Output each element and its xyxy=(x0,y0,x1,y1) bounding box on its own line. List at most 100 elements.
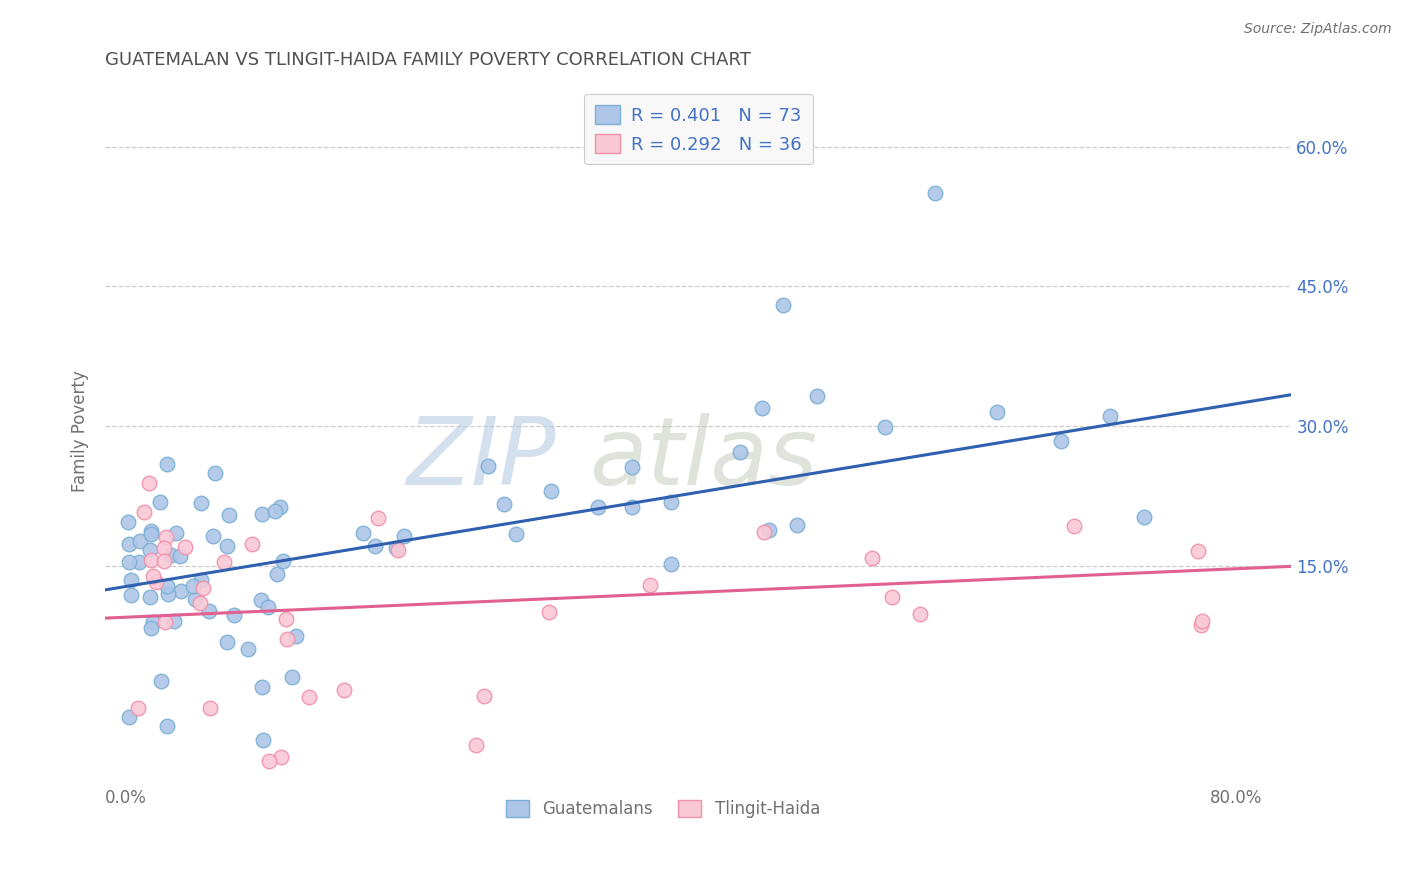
Point xyxy=(190,573,212,587)
Point xyxy=(190,496,212,510)
Point xyxy=(222,608,245,623)
Point xyxy=(540,484,562,499)
Text: Source: ZipAtlas.com: Source: ZipAtlas.com xyxy=(1244,22,1392,37)
Point xyxy=(139,553,162,567)
Point xyxy=(204,466,226,480)
Point xyxy=(212,555,235,569)
Point xyxy=(464,738,486,752)
Point xyxy=(120,573,142,587)
Point xyxy=(880,590,903,604)
Point xyxy=(188,596,211,610)
Point xyxy=(142,615,165,629)
Point xyxy=(298,690,321,704)
Point xyxy=(150,673,173,688)
Point xyxy=(274,612,297,626)
Point xyxy=(145,574,167,589)
Point xyxy=(367,511,389,525)
Point xyxy=(163,615,186,629)
Point xyxy=(139,526,162,541)
Point xyxy=(264,504,287,518)
Point xyxy=(129,534,152,549)
Point xyxy=(184,592,207,607)
Point xyxy=(165,526,187,541)
Point xyxy=(1187,544,1209,558)
Point xyxy=(986,405,1008,419)
Point xyxy=(181,579,204,593)
Point xyxy=(754,524,776,539)
Point xyxy=(269,500,291,515)
Point xyxy=(118,555,141,569)
Point xyxy=(142,569,165,583)
Point xyxy=(285,629,308,643)
Point xyxy=(659,495,682,509)
Point xyxy=(257,600,280,615)
Point xyxy=(276,632,298,646)
Legend: Guatemalans, Tlingit-Haida: Guatemalans, Tlingit-Haida xyxy=(499,793,827,824)
Point xyxy=(156,587,179,601)
Point xyxy=(152,541,174,556)
Point xyxy=(270,750,292,764)
Point xyxy=(193,581,215,595)
Point xyxy=(659,557,682,571)
Point xyxy=(139,543,162,558)
Text: atlas: atlas xyxy=(589,413,817,504)
Point xyxy=(1191,614,1213,628)
Point xyxy=(217,634,239,648)
Point xyxy=(202,529,225,543)
Point xyxy=(250,680,273,694)
Point xyxy=(120,588,142,602)
Point xyxy=(149,495,172,509)
Point xyxy=(169,584,191,599)
Point xyxy=(236,642,259,657)
Point xyxy=(266,567,288,582)
Point xyxy=(1063,519,1085,533)
Point xyxy=(586,500,609,514)
Point xyxy=(860,550,883,565)
Point xyxy=(477,458,499,473)
Point xyxy=(385,541,408,556)
Point xyxy=(118,710,141,724)
Point xyxy=(218,508,240,523)
Point xyxy=(153,553,176,567)
Point xyxy=(333,682,356,697)
Text: ZIP: ZIP xyxy=(406,413,555,504)
Point xyxy=(169,549,191,563)
Point xyxy=(153,615,176,629)
Point xyxy=(924,186,946,201)
Text: GUATEMALAN VS TLINGIT-HAIDA FAMILY POVERTY CORRELATION CHART: GUATEMALAN VS TLINGIT-HAIDA FAMILY POVER… xyxy=(105,51,751,69)
Point xyxy=(127,701,149,715)
Point xyxy=(538,605,561,619)
Point xyxy=(139,590,162,604)
Point xyxy=(806,389,828,403)
Point xyxy=(394,529,416,543)
Point xyxy=(160,548,183,562)
Point xyxy=(155,578,177,592)
Point xyxy=(156,458,179,472)
Point xyxy=(786,518,808,533)
Point xyxy=(118,537,141,551)
Point xyxy=(240,537,263,551)
Point xyxy=(620,459,643,474)
Point xyxy=(156,719,179,733)
Point xyxy=(198,604,221,618)
Point xyxy=(138,475,160,490)
Point xyxy=(621,500,644,514)
Point xyxy=(174,541,197,555)
Point xyxy=(128,555,150,569)
Point xyxy=(250,507,273,521)
Point xyxy=(1189,618,1212,632)
Point xyxy=(873,420,896,434)
Point xyxy=(751,401,773,416)
Point xyxy=(252,733,274,747)
Point xyxy=(758,523,780,537)
Point xyxy=(117,515,139,529)
Point xyxy=(505,527,527,541)
Point xyxy=(250,593,273,607)
Point xyxy=(474,689,496,703)
Point xyxy=(1133,509,1156,524)
Point xyxy=(910,607,932,622)
Point xyxy=(281,670,304,684)
Point xyxy=(364,539,387,553)
Point xyxy=(271,554,294,568)
Point xyxy=(352,525,374,540)
